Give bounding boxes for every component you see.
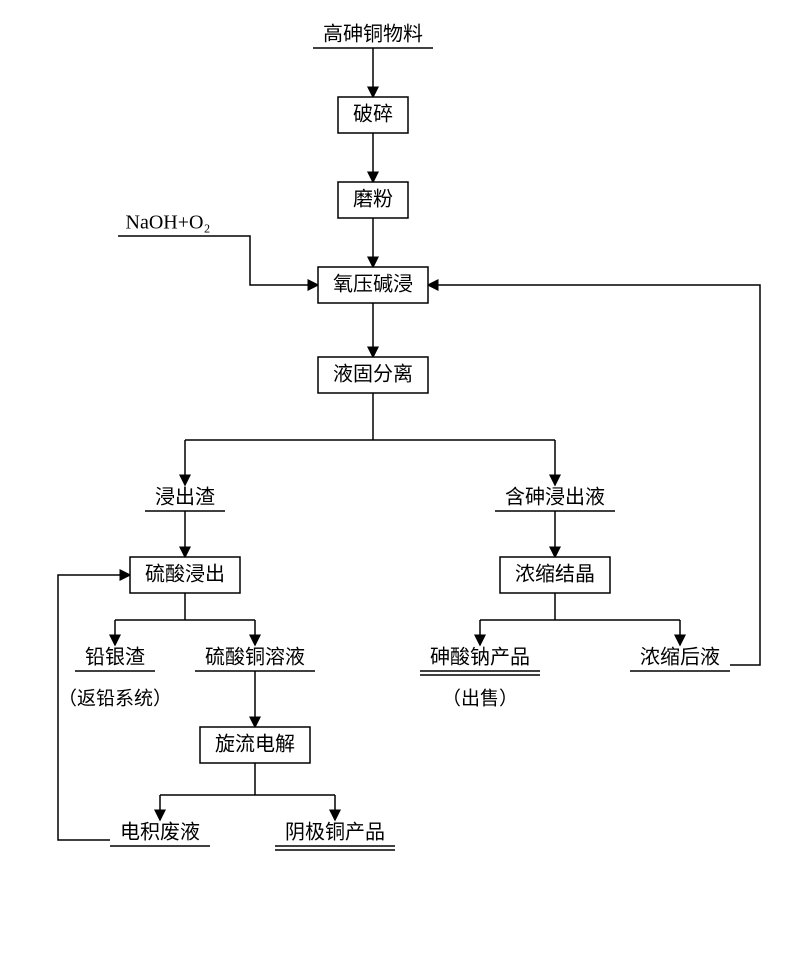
n_naoh: NaOH+O₂	[118, 212, 218, 236]
svg-text:铅银渣: 铅银渣	[85, 646, 145, 669]
n_asliq: 含砷浸出液	[495, 486, 615, 511]
n_waste: 电积废液	[110, 821, 210, 846]
svg-text:液固分离: 液固分离	[333, 363, 413, 386]
n_grind: 磨粉	[338, 182, 408, 218]
n_naas: 砷酸钠产品	[420, 646, 540, 675]
n_h2so4: 硫酸浸出	[130, 557, 240, 593]
svg-text:浓缩后液: 浓缩后液	[640, 646, 720, 669]
n_feed: 高砷铜物料	[313, 23, 433, 48]
n_cuprod: 阴极铜产品	[275, 821, 395, 850]
n_naas_note: （出售）	[442, 687, 518, 709]
edge	[218, 236, 318, 285]
edge	[428, 285, 760, 665]
svg-text:磨粉: 磨粉	[353, 188, 393, 211]
svg-text:（出售）: （出售）	[442, 687, 518, 709]
svg-text:砷酸钠产品: 砷酸钠产品	[430, 646, 530, 669]
n_residue: 浸出渣	[145, 486, 225, 511]
flowchart-canvas: 高砷铜物料破碎磨粉 NaOH+O₂ 氧压碱浸液固分离浸出渣 含砷浸出液硫酸浸出 浓缩结晶…	[0, 0, 807, 953]
svg-text:电积废液: 电积废液	[120, 821, 200, 844]
svg-text:（返铅系统）: （返铅系统）	[58, 687, 172, 709]
n_concliq: 浓缩后液	[630, 646, 730, 671]
svg-text:含砷浸出液: 含砷浸出液	[505, 486, 605, 509]
svg-text:硫酸浸出: 硫酸浸出	[145, 563, 225, 586]
n_pbag: 铅银渣	[75, 646, 155, 671]
svg-text:高砷铜物料: 高砷铜物料	[323, 23, 423, 46]
n_cyclone: 旋流电解	[200, 727, 310, 763]
n_pbag_note: （返铅系统）	[58, 687, 172, 709]
svg-text:旋流电解: 旋流电解	[215, 733, 295, 756]
n_crush: 破碎	[338, 97, 408, 133]
svg-text:阴极铜产品: 阴极铜产品	[285, 821, 385, 844]
svg-text:浓缩结晶: 浓缩结晶	[515, 563, 595, 586]
svg-text:氧压碱浸: 氧压碱浸	[333, 273, 413, 296]
svg-text:硫酸铜溶液: 硫酸铜溶液	[205, 646, 305, 669]
svg-text:NaOH+O₂: NaOH+O₂	[126, 212, 211, 234]
n_sep: 液固分离	[318, 357, 428, 393]
n_cuso4: 硫酸铜溶液	[195, 646, 315, 671]
svg-text:破碎: 破碎	[353, 103, 393, 126]
n_leach: 氧压碱浸	[318, 267, 428, 303]
n_conc: 浓缩结晶	[500, 557, 610, 593]
svg-text:浸出渣: 浸出渣	[155, 486, 215, 509]
